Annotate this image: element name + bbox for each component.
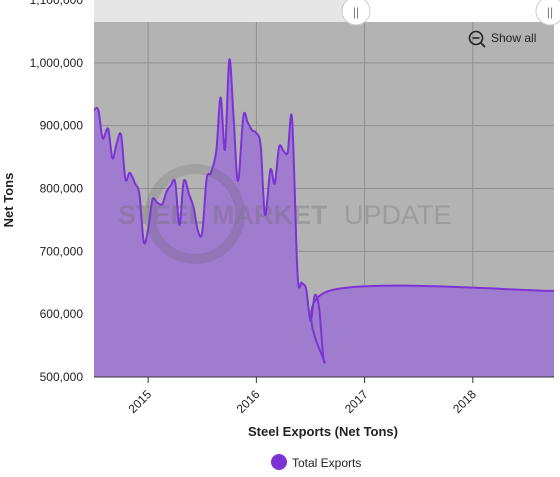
series-area-total-exports[interactable] (94, 59, 554, 377)
x-axis-title: Steel Exports (Net Tons) (248, 424, 398, 439)
show-all-button[interactable]: Show all (464, 27, 546, 49)
range-handle-right-grip-icon: || (547, 5, 553, 19)
y-tick-label: 500,000 (40, 370, 84, 384)
y-axis-ticks: 500,000 600,000 700,000 800,000 900,000 1,000… (30, 0, 84, 384)
y-tick-label: 700,000 (40, 244, 84, 258)
y-tick-label: 900,000 (40, 119, 84, 133)
watermark-logo: STEEL MARKET UPDATE (118, 164, 452, 264)
y-tick-label: 600,000 (40, 307, 84, 321)
range-handle-left[interactable]: || (341, 0, 371, 26)
range-handle-left-grip-icon: || (353, 5, 359, 19)
series-line-total-exports[interactable] (93, 58, 555, 364)
y-tick-label: 1,100,000 (30, 0, 84, 7)
range-handle-right[interactable]: || (535, 0, 560, 26)
legend-item-total-exports[interactable]: Total Exports (271, 454, 361, 470)
y-tick-label: 800,000 (40, 182, 84, 196)
y-tick-label: 1,000,000 (30, 56, 84, 70)
legend-marker (271, 454, 287, 470)
show-all-label: Show all (491, 31, 536, 45)
y-axis-title: Net Tons (1, 173, 16, 228)
range-navigator-band[interactable] (94, 0, 356, 22)
legend-label: Total Exports (292, 456, 361, 470)
watermark-text-accent: UPDATE (344, 200, 452, 230)
watermark-text-main: STEEL MARKET (118, 200, 328, 230)
zoom-out-icon (468, 30, 486, 48)
